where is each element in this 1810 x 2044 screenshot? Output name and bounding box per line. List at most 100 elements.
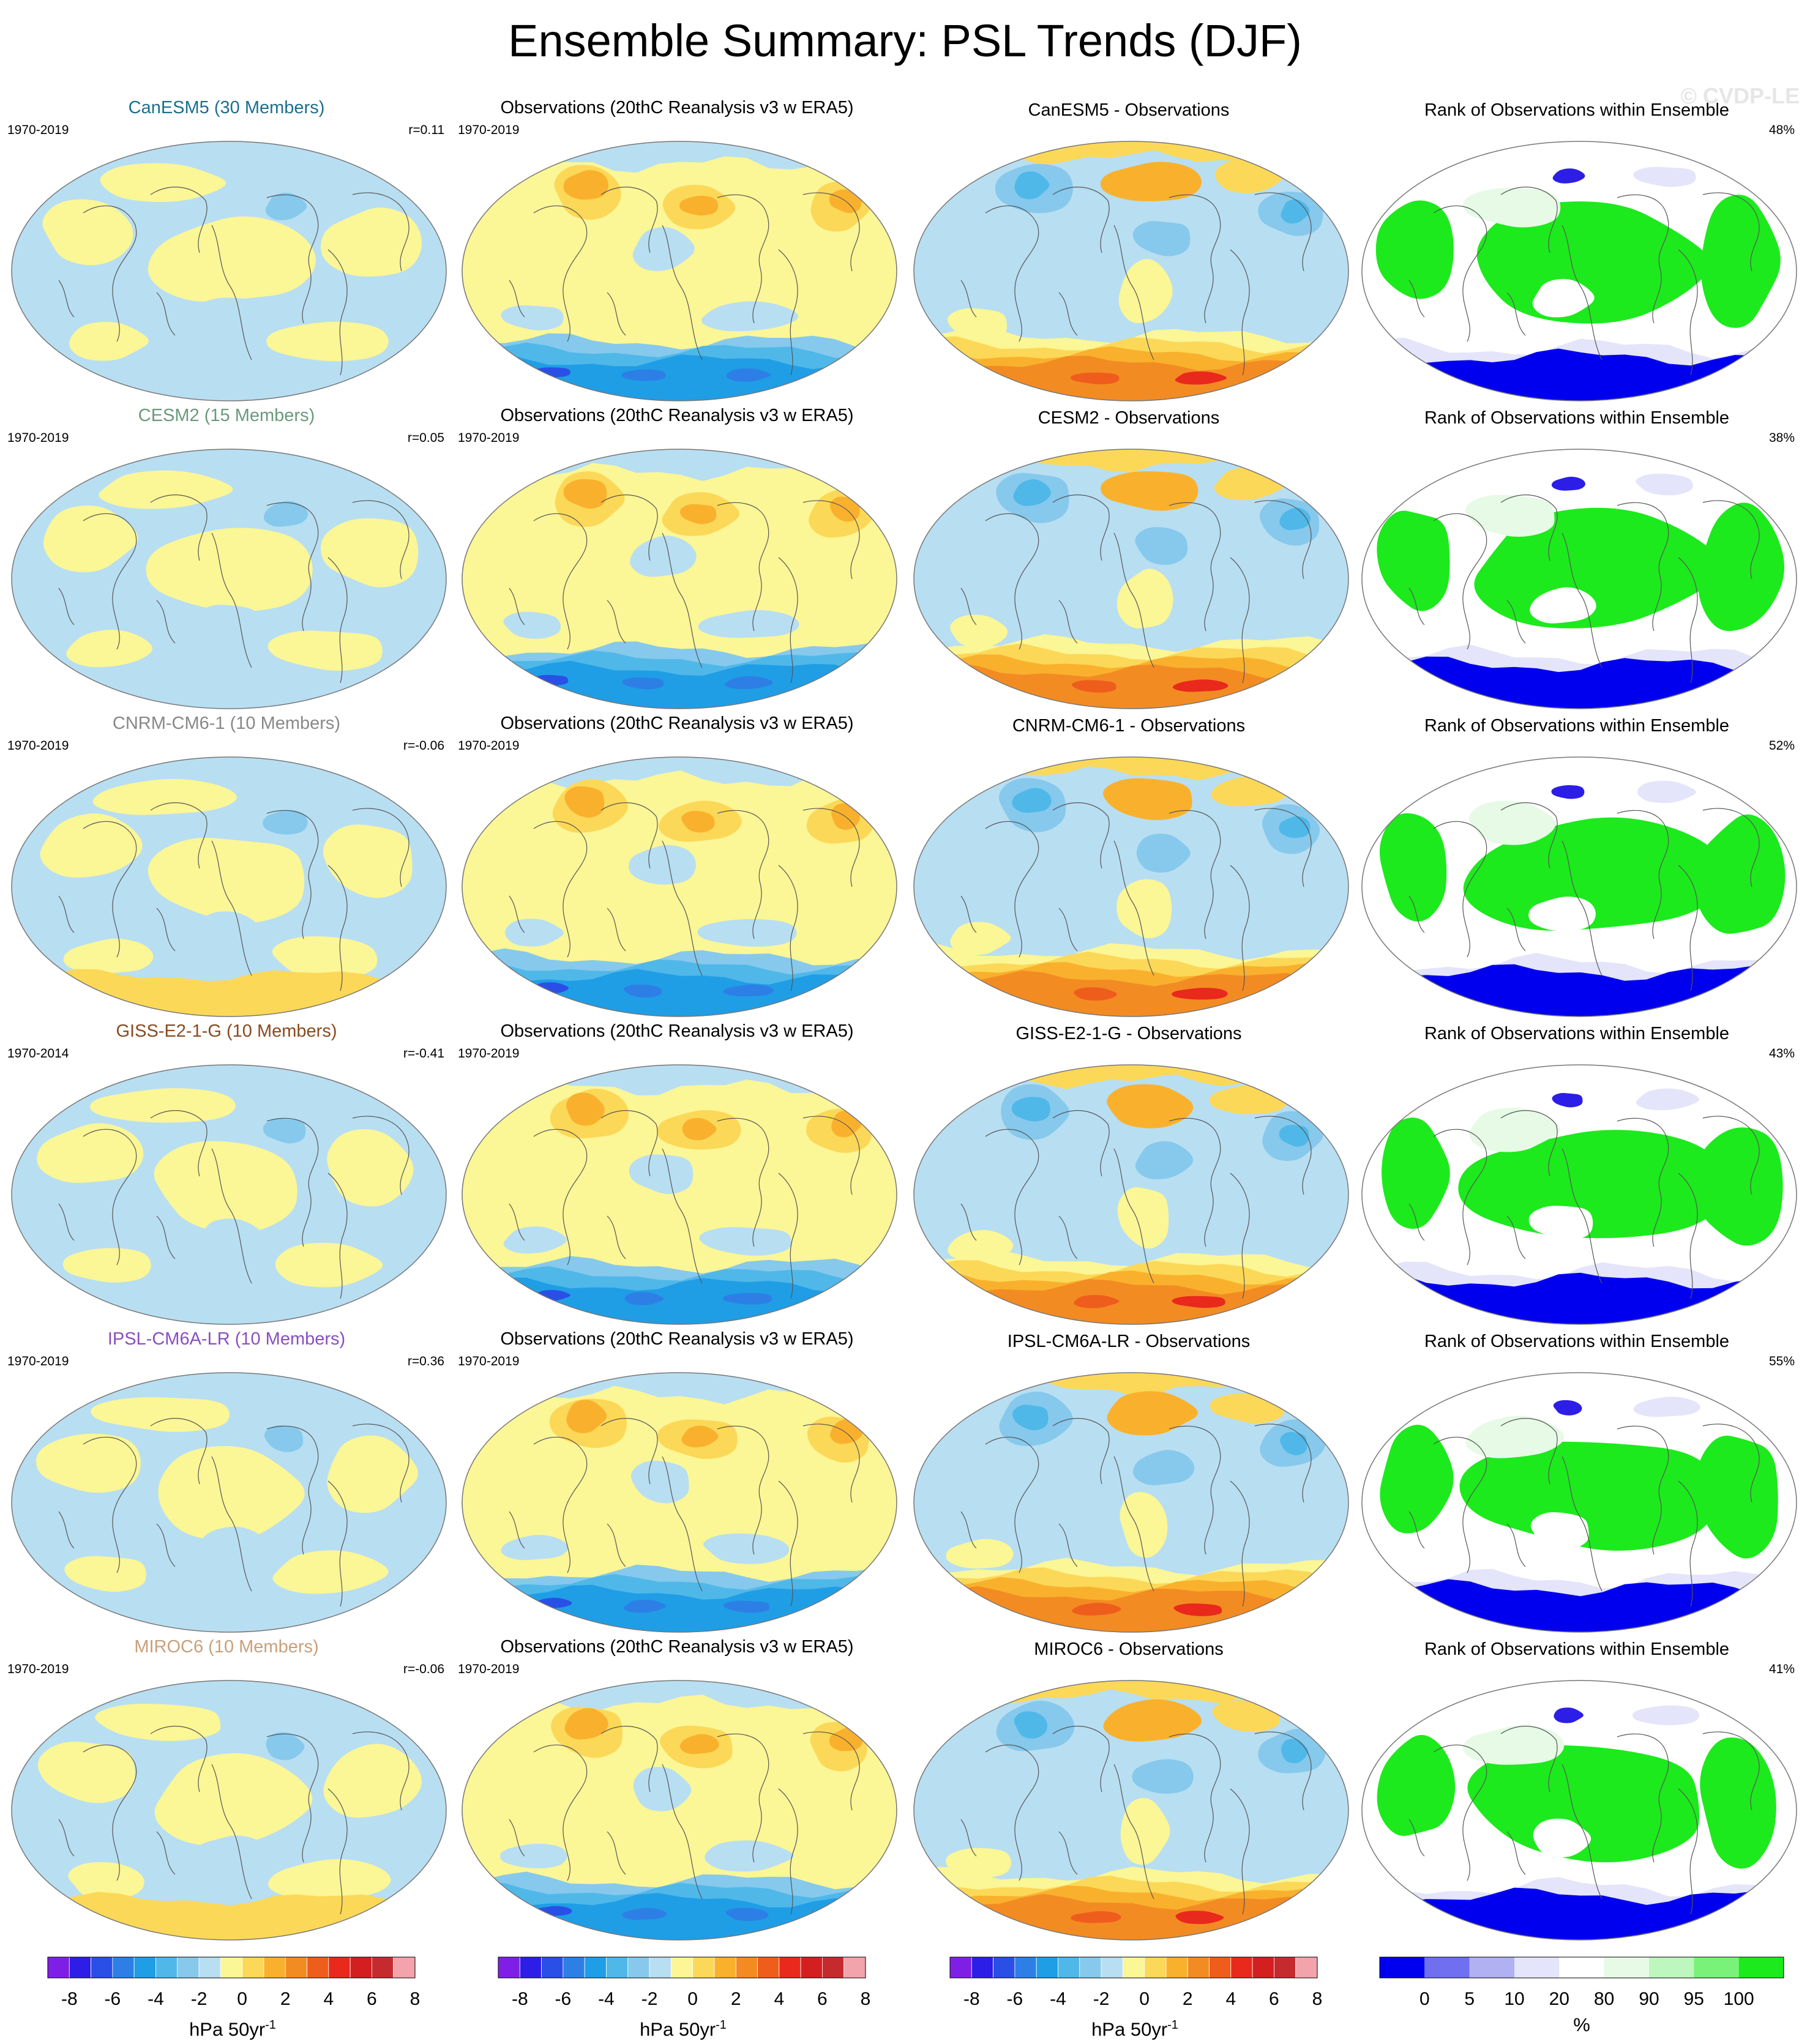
colorbar-tick-label: -6 (555, 1989, 572, 2009)
period-label: 1970-2019 (7, 123, 69, 137)
colorbar-tick-label: 0 (237, 1989, 247, 2009)
colorbar-swatch (757, 1956, 780, 1979)
colorbar-swatch (1209, 1956, 1232, 1979)
colorbar-swatch (1559, 1957, 1604, 1978)
map-panel-rank: Rank of Observations within Ensemble 55% (1354, 1328, 1800, 1634)
colorbar-swatch (91, 1956, 113, 1979)
colorbar-swatch (1230, 1956, 1253, 1979)
colorbar-tick-label: 2 (280, 1989, 291, 2009)
colorbar-tick-label: 8 (1312, 1989, 1323, 2009)
world-map-obs (462, 141, 897, 401)
colorbar-swatch (1469, 1957, 1514, 1978)
world-map-model (11, 449, 447, 709)
colorbar-tick-label: 2 (731, 1989, 741, 2009)
difference-title: IPSL-CM6A-LR - Observations (1007, 1332, 1251, 1351)
colorbar-tick-label: 95 (1684, 1989, 1704, 2009)
map-panel-rank: Rank of Observations within Ensemble 52% (1354, 712, 1800, 1018)
colorbar-swatch (263, 1956, 286, 1979)
colorbar-tick-label: 4 (1225, 1989, 1236, 2009)
colorbar-swatch (1079, 1956, 1102, 1979)
map-panel-obs: Observations (20thC Reanalysis v3 w ERA5… (454, 405, 900, 711)
colorbar-rank-units: % (1573, 2014, 1590, 2035)
colorbar-tick-label: 6 (1269, 1989, 1279, 2009)
world-map-diff (913, 141, 1349, 401)
world-map-diff (913, 449, 1349, 709)
period-label: 1970-2019 (458, 739, 520, 753)
colorbar-observations-trend: -8 -6 -4 -2 0 2 4 6 8 hPa 50yr-1 (481, 1952, 885, 2044)
colorbar-swatch (843, 1956, 866, 1979)
rank-title: Rank of Observations within Ensemble (1424, 408, 1730, 428)
colorbar-tick-label: -2 (641, 1989, 658, 2009)
world-map-model (11, 1372, 447, 1633)
colorbar-swatch (1274, 1956, 1296, 1979)
world-map-diff (913, 1372, 1349, 1633)
rank-percent-label: 43% (1768, 1046, 1795, 1061)
colorbar-tick-label: -8 (61, 1989, 78, 2009)
rank-percent-label: 52% (1768, 739, 1795, 753)
colorbar-observations-trend-swatches: -8 -6 -4 -2 0 2 4 6 8 (498, 1956, 870, 2009)
map-panel-diff: CNRM-CM6-1 - Observations (906, 712, 1352, 1018)
colorbar-swatch (47, 1956, 70, 1979)
map-panel-diff: CanESM5 - Observations (906, 97, 1352, 403)
colorbar-tick-label: 20 (1549, 1989, 1569, 2009)
period-label: 1970-2019 (7, 1354, 69, 1368)
colorbar-swatch (1380, 1957, 1425, 1978)
colorbar-swatch (1514, 1957, 1560, 1978)
world-map-rank (1361, 756, 1797, 1017)
map-panel-obs: Observations (20thC Reanalysis v3 w ERA5… (454, 712, 900, 1018)
colorbar-swatch (993, 1956, 1015, 1979)
colorbar-swatch (1122, 1956, 1145, 1979)
period-label: 1970-2014 (7, 1046, 69, 1061)
colorbar-model-trend-swatches: -8 -6 -4 -2 0 2 4 6 8 (47, 1956, 420, 2009)
colorbar-swatch (627, 1956, 650, 1979)
colorbar-difference-trend-units: hPa 50yr-1 (1091, 2018, 1178, 2040)
world-map-obs (462, 1372, 897, 1633)
colorbar-tick-label: -8 (963, 1989, 980, 2009)
colorbar-swatch (519, 1956, 542, 1979)
colorbar-tick-label: 0 (687, 1989, 698, 2009)
colorbar-swatch (133, 1956, 156, 1979)
colorbar-swatch (606, 1956, 629, 1979)
period-label: 1970-2019 (7, 431, 69, 445)
correlation-label: r=-0.41 (403, 1046, 444, 1061)
colorbar-swatch (1187, 1956, 1210, 1979)
map-panel-model: MIROC6 (10 Members) 1970-2019 r=-0.06 (4, 1636, 449, 1942)
colorbar-model-trend-units: hPa 50yr-1 (189, 2018, 276, 2040)
colorbar-swatch (328, 1956, 351, 1979)
model-title: GISS-E2-1-G (10 Members) (116, 1021, 337, 1041)
world-map-rank (1361, 449, 1797, 709)
correlation-label: r=0.11 (408, 123, 444, 137)
map-panel-diff: GISS-E2-1-G - Observations (906, 1020, 1352, 1326)
map-panel-rank: Rank of Observations within Ensemble 48% (1354, 97, 1800, 403)
map-panel-model: GISS-E2-1-G (10 Members) 1970-2014 r=-0.41 (4, 1020, 449, 1326)
world-map-rank (1361, 1372, 1797, 1633)
map-panel-model: CanESM5 (30 Members) 1970-2019 r=0.11 (4, 97, 449, 403)
colorbar-swatch (1738, 1957, 1784, 1978)
map-panel-rank: Rank of Observations within Ensemble 41% (1354, 1636, 1800, 1942)
rank-percent-label: 55% (1768, 1354, 1795, 1368)
page-title: Ensemble Summary: PSL Trends (DJF) (508, 15, 1302, 66)
colorbar-tick-label: 80 (1594, 1989, 1614, 2009)
colorbar-tick-label: -4 (148, 1989, 164, 2009)
colorbar-tick-label: -4 (598, 1989, 615, 2009)
model-title: CanESM5 (30 Members) (128, 98, 325, 117)
colorbar-swatch (350, 1956, 372, 1979)
observations-title: Observations (20thC Reanalysis v3 w ERA5… (500, 1021, 854, 1041)
period-label: 1970-2019 (458, 431, 520, 445)
period-label: 1970-2019 (7, 739, 69, 753)
map-panel-diff: CESM2 - Observations (906, 405, 1352, 711)
colorbar-swatch (1144, 1956, 1167, 1979)
colorbar-swatch (155, 1956, 178, 1979)
rank-percent-label: 41% (1768, 1662, 1795, 1676)
rank-title: Rank of Observations within Ensemble (1424, 1332, 1730, 1351)
model-title: MIROC6 (10 Members) (134, 1637, 319, 1657)
world-map-obs (462, 1680, 897, 1941)
colorbar-swatch (692, 1956, 715, 1979)
observations-title: Observations (20thC Reanalysis v3 w ERA5… (500, 1329, 854, 1349)
map-panel-obs: Observations (20thC Reanalysis v3 w ERA5… (454, 1328, 900, 1634)
map-panel-model: CESM2 (15 Members) 1970-2019 r=0.05 (4, 405, 449, 711)
colorbar-swatch (220, 1956, 243, 1979)
world-map-diff (913, 756, 1349, 1017)
colorbar-rank: 0 5 10 20 80 90 95 100 % (1379, 1952, 1784, 2044)
rank-title: Rank of Observations within Ensemble (1424, 1639, 1730, 1659)
